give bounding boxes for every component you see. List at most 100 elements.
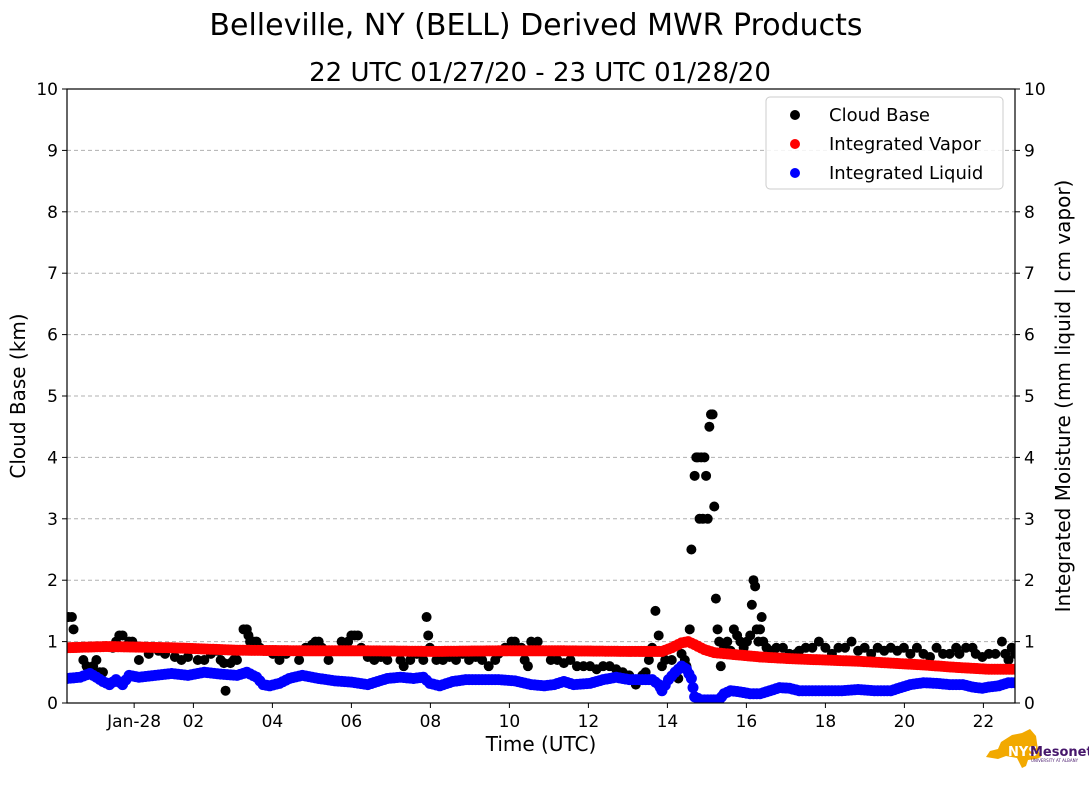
cloud-base-point xyxy=(323,655,334,666)
x-tick-label: 20 xyxy=(894,712,916,732)
cloud-base-point xyxy=(405,655,416,666)
cloud-base-point xyxy=(840,642,851,653)
cloud-base-point xyxy=(274,655,285,666)
new-york-state-icon xyxy=(986,729,1041,768)
grid-lines xyxy=(67,149,1015,643)
cloud-base-point xyxy=(898,642,909,653)
cloud-base-point xyxy=(820,642,831,653)
y-tick-label-right: 9 xyxy=(1024,141,1035,161)
cloud-base-point xyxy=(451,655,462,666)
cloud-base-point xyxy=(477,655,488,666)
cloud-base-point xyxy=(702,513,713,524)
nys-mesonet-logo: NYS Mesonet UNIVERSITY AT ALBANY xyxy=(986,729,1089,768)
cloud-base-point xyxy=(398,661,409,672)
legend-box xyxy=(765,96,1004,190)
y-tick-label-right: 1 xyxy=(1024,633,1035,653)
cloud-base-point xyxy=(996,636,1007,647)
y-tick-label: 2 xyxy=(47,571,58,591)
cloud-base-point xyxy=(807,642,818,653)
cloud-base-point xyxy=(68,624,79,635)
cloud-base-point xyxy=(911,642,922,653)
cloud-base-point xyxy=(813,636,824,647)
cloud-base-point xyxy=(294,655,305,666)
legend-marker-integrated-liquid xyxy=(790,168,800,178)
y-tick-label: 9 xyxy=(47,141,58,161)
cloud-base-point xyxy=(715,661,726,672)
cloud-base-point xyxy=(1010,648,1015,659)
y-axis-label-right: Integrated Moisture (mm liquid | cm vapo… xyxy=(1051,180,1075,613)
cloud-base-point xyxy=(990,648,1001,659)
cloud-base-point xyxy=(650,605,661,616)
x-tick-label: 18 xyxy=(815,712,837,732)
logo-subtext: UNIVERSITY AT ALBANY xyxy=(1031,758,1079,763)
x-tick-label: 16 xyxy=(736,712,758,732)
y-tick-label-right: 6 xyxy=(1024,326,1035,346)
y-tick-label: 3 xyxy=(47,510,58,530)
x-tick-label: 12 xyxy=(578,712,600,732)
cloud-base-point xyxy=(418,655,429,666)
legend-label-integrated-liquid: Integrated Liquid xyxy=(829,163,983,184)
cloud-base-point xyxy=(745,630,756,641)
cloud-base-point xyxy=(1003,655,1014,666)
cloud-base-point xyxy=(352,630,363,641)
y-axis-label-left: Cloud Base (km) xyxy=(6,313,30,478)
cloud-base-point xyxy=(133,655,144,666)
cloud-base-point xyxy=(846,636,857,647)
cloud-base-point xyxy=(709,501,720,512)
y-tick-label: 5 xyxy=(47,387,58,407)
cloud-base-point xyxy=(565,655,576,666)
cloud-base-point xyxy=(755,624,766,635)
cloud-base-point xyxy=(689,470,700,481)
cloud-base-point xyxy=(756,612,767,623)
y-tick-label: 4 xyxy=(47,448,58,468)
cloud-base-point xyxy=(522,661,533,672)
liquid-point xyxy=(687,682,699,694)
y-tick-label-right: 8 xyxy=(1024,203,1035,223)
cloud-base-point xyxy=(483,661,494,672)
legend-label-cloud-base: Cloud Base xyxy=(829,105,930,126)
cloud-base-point xyxy=(182,651,193,662)
legend-label-integrated-vapor: Integrated Vapor xyxy=(829,134,981,155)
cloud-base-point xyxy=(220,685,231,696)
cloud-base-point xyxy=(532,636,543,647)
cloud-base-point xyxy=(686,544,697,555)
cloud-base-point xyxy=(866,648,877,659)
y-tick-label: 0 xyxy=(47,694,58,714)
cloud-base-point xyxy=(954,648,965,659)
x-tick-label: 02 xyxy=(183,712,205,732)
cloud-base-point xyxy=(925,651,936,662)
cloud-base-point xyxy=(750,581,761,592)
series-integrated-vapor xyxy=(67,636,1015,675)
legend-marker-cloud-base xyxy=(790,110,800,120)
chart-subtitle: 22 UTC 01/27/20 - 23 UTC 01/28/20 xyxy=(309,58,771,88)
cloud-base-point xyxy=(777,642,788,653)
cloud-base-point xyxy=(710,593,721,604)
cloud-base-point xyxy=(712,624,723,635)
cloud-base-point xyxy=(231,655,242,666)
y-tick-label-right: 10 xyxy=(1024,80,1046,100)
x-tick-label: 06 xyxy=(341,712,363,732)
cloud-base-point xyxy=(701,470,712,481)
cloud-base-point xyxy=(931,642,942,653)
x-tick-label: 04 xyxy=(262,712,284,732)
y-tick-label-right: 5 xyxy=(1024,387,1035,407)
y-tick-label-right: 7 xyxy=(1024,264,1035,284)
liquid-point xyxy=(685,672,697,684)
cloud-base-point xyxy=(643,655,654,666)
x-tick-label: Jan-28 xyxy=(106,712,161,732)
cloud-base-point xyxy=(653,630,664,641)
cloud-base-point xyxy=(67,612,77,623)
logo-badge: NYS xyxy=(1008,745,1038,760)
cloud-base-point xyxy=(91,655,102,666)
cloud-base-point xyxy=(905,648,916,659)
cloud-base-point xyxy=(722,636,733,647)
cloud-base-point xyxy=(666,655,677,666)
x-tick-label: 14 xyxy=(657,712,679,732)
cloud-base-point xyxy=(944,648,955,659)
y-tick-label: 8 xyxy=(47,203,58,223)
cloud-base-point xyxy=(746,599,757,610)
y-tick-label: 6 xyxy=(47,326,58,346)
plot-area xyxy=(67,409,1015,703)
